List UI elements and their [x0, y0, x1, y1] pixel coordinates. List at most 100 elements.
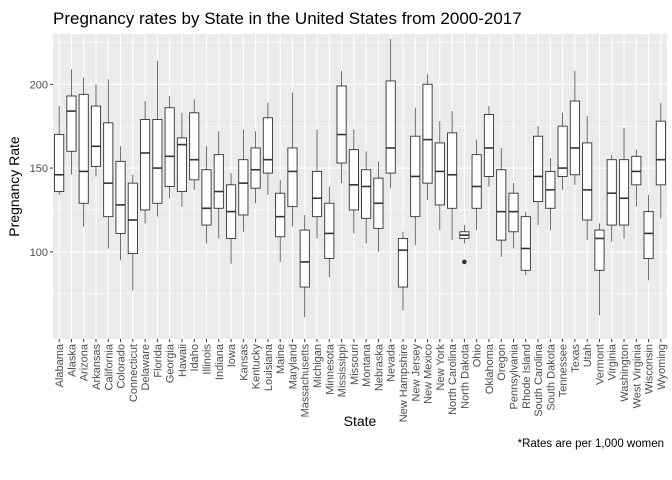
box-iqr — [361, 169, 372, 219]
box-iqr — [631, 155, 642, 186]
box-ohio — [471, 139, 482, 231]
box-iqr — [594, 229, 605, 271]
box-iqr — [299, 229, 310, 288]
x-tick-label: Virginia — [607, 343, 619, 380]
x-tick-label: Oregon — [496, 344, 508, 381]
boxplot-series — [54, 39, 666, 318]
x-tick-label: Georgia — [165, 343, 177, 383]
x-tick-label: Texas — [570, 344, 582, 373]
x-tick-label: South Carolina — [533, 343, 545, 417]
y-axis-title: Pregnancy Rate — [6, 136, 22, 237]
x-tick-label: Mississippi — [337, 344, 349, 397]
x-tick-label: Arizona — [79, 343, 91, 381]
box-iowa — [226, 173, 237, 264]
x-tick-label: Utah — [582, 344, 594, 367]
box-arkansas — [90, 84, 102, 177]
box-arizona — [78, 77, 89, 227]
x-tick-label: Louisiana — [263, 343, 275, 391]
box-iqr — [140, 119, 151, 211]
x-tick-label: North Carolina — [447, 343, 459, 415]
box-georgia — [164, 96, 175, 199]
x-tick-label: Vermont — [594, 344, 606, 385]
x-axis-title: State — [344, 413, 377, 429]
box-iqr — [201, 169, 212, 226]
x-tick-label: New Jersey — [410, 344, 422, 402]
box-new-hampshire — [397, 231, 409, 311]
x-tick-label: New Mexico — [423, 344, 435, 404]
x-tick-label: Connecticut — [128, 344, 140, 402]
x-tick-label: Missouri — [349, 344, 361, 385]
box-iqr — [103, 122, 114, 218]
box-iqr — [238, 159, 249, 216]
box-florida — [152, 60, 163, 217]
box-iqr — [250, 147, 261, 189]
box-iqr — [606, 159, 617, 226]
x-tick-label: Tennessee — [558, 344, 570, 397]
box-iqr — [385, 80, 396, 174]
box-kentucky — [250, 131, 261, 204]
box-connecticut — [127, 174, 138, 291]
box-iqr — [275, 192, 286, 238]
box-california — [103, 79, 114, 249]
x-tick-label: West Virginia — [631, 343, 643, 408]
box-utah — [582, 116, 593, 241]
x-tick-label: Washington — [619, 344, 631, 402]
box-new-york — [434, 121, 445, 231]
outlier-point — [462, 259, 467, 265]
x-tick-label: Minnesota — [324, 343, 336, 395]
box-tennessee — [557, 112, 568, 190]
box-louisiana — [262, 102, 273, 195]
box-iqr — [557, 125, 568, 177]
box-iqr — [533, 135, 544, 203]
x-tick-label: Massachusetts — [300, 344, 312, 418]
x-tick-label: Florida — [152, 343, 164, 378]
y-tick-label: 200 — [30, 79, 48, 91]
box-maine — [275, 179, 286, 262]
x-axis: Alabama Alaska Arizona Arkansas California Co… — [54, 339, 668, 422]
box-pennsylvania — [508, 183, 519, 249]
box-iqr — [447, 132, 458, 209]
box-virginia — [606, 154, 617, 242]
box-iqr — [152, 119, 163, 204]
chart-caption: *Rates are per 1,000 women — [518, 438, 664, 450]
x-tick-label: Ohio — [472, 344, 484, 367]
box-iqr — [262, 117, 273, 174]
box-iqr — [189, 112, 200, 181]
box-rhode-island — [520, 211, 531, 276]
x-tick-label: Arkansas — [91, 344, 103, 390]
box-hawaii — [176, 112, 187, 207]
box-west-virginia — [631, 149, 642, 207]
y-tick-label: 100 — [30, 247, 48, 259]
box-north-carolina — [447, 111, 458, 241]
box-iqr — [582, 142, 593, 221]
box-iqr — [115, 160, 126, 234]
x-tick-label: Idaho — [189, 344, 201, 372]
box-iqr — [336, 85, 347, 164]
x-tick-label: Maine — [275, 344, 287, 374]
box-north-dakota — [459, 225, 470, 244]
box-idaho — [189, 99, 200, 190]
box-iqr — [176, 137, 187, 192]
box-alaska — [66, 69, 77, 175]
x-tick-label: Nebraska — [373, 343, 385, 391]
box-texas — [569, 70, 580, 185]
box-delaware — [140, 101, 151, 224]
x-tick-label: New Hampshire — [398, 344, 410, 422]
box-iqr — [324, 202, 335, 260]
box-iqr — [655, 120, 666, 186]
box-montana — [361, 151, 372, 244]
box-iqr — [397, 238, 409, 288]
x-tick-label: Maryland — [287, 344, 299, 389]
box-minnesota — [324, 186, 335, 277]
box-iqr — [618, 159, 630, 226]
box-colorado — [115, 146, 126, 261]
x-tick-label: Iowa — [226, 343, 238, 367]
box-iqr — [569, 100, 580, 176]
x-tick-label: Wisconsin — [644, 344, 656, 394]
box-missouri — [348, 129, 359, 234]
box-iqr — [54, 134, 65, 192]
box-iqr — [496, 169, 507, 241]
box-iqr — [483, 113, 494, 177]
x-tick-label: Illinois — [202, 344, 214, 375]
